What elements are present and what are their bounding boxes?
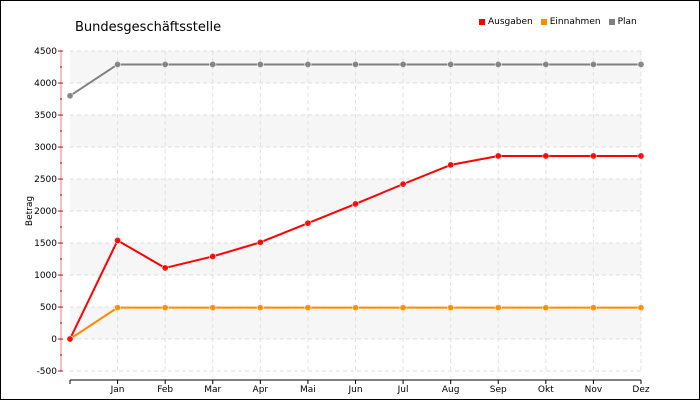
- chart-legend: Ausgaben Einnahmen Plan: [479, 17, 637, 27]
- data-point-ausgaben: [542, 152, 550, 160]
- y-tick-label: 0: [51, 335, 57, 345]
- legend-swatch-einnahmen: [540, 19, 547, 25]
- data-point-einnahmen: [304, 304, 312, 312]
- x-tick-label: Nov: [585, 385, 603, 395]
- x-tick-label: Okt: [538, 385, 554, 395]
- legend-item-ausgaben: Ausgaben: [479, 17, 533, 27]
- data-point-einnahmen: [494, 304, 502, 312]
- data-point-plan: [494, 60, 502, 68]
- data-point-einnahmen: [447, 304, 455, 312]
- x-tick-label: Mar: [204, 385, 221, 395]
- x-tick-label: Feb: [157, 385, 173, 395]
- y-tick-label: 4000: [34, 79, 57, 89]
- x-tick-label: Jun: [347, 385, 362, 395]
- data-point-ausgaben: [161, 264, 169, 272]
- data-point-einnahmen: [589, 304, 597, 312]
- data-point-plan: [542, 60, 550, 68]
- data-point-plan: [66, 92, 74, 100]
- data-point-plan: [209, 60, 217, 68]
- x-tick-label: Jan: [110, 385, 125, 395]
- x-tick-label: Mai: [300, 385, 316, 395]
- data-point-ausgaben: [209, 252, 217, 260]
- data-point-ausgaben: [304, 219, 312, 227]
- data-point-ausgaben: [494, 152, 502, 160]
- y-tick-label: 3000: [34, 143, 57, 153]
- data-point-einnahmen: [209, 304, 217, 312]
- x-tick-label: Jul: [397, 385, 409, 395]
- y-tick-label: 2000: [34, 207, 57, 217]
- x-tick-label: Sep: [490, 385, 507, 395]
- data-point-ausgaben: [447, 161, 455, 169]
- y-tick-label: 2500: [34, 175, 57, 185]
- data-point-einnahmen: [256, 304, 264, 312]
- y-tick-label: 4500: [34, 47, 57, 57]
- y-axis-label: Betrag: [25, 196, 35, 226]
- legend-label-einnahmen: Einnahmen: [549, 17, 601, 27]
- chart-title: Bundesgeschäftsstelle: [75, 20, 222, 35]
- y-tick-label: 1500: [34, 239, 57, 249]
- legend-label-ausgaben: Ausgaben: [488, 17, 533, 27]
- data-point-einnahmen: [399, 304, 407, 312]
- y-tick-label: 500: [40, 303, 57, 313]
- x-tick-label: Apr: [253, 385, 269, 395]
- data-point-einnahmen: [161, 304, 169, 312]
- data-point-ausgaben: [637, 152, 645, 160]
- data-point-einnahmen: [114, 304, 122, 312]
- x-tick-label: Dez: [632, 385, 649, 395]
- legend-item-einnahmen: Einnahmen: [540, 17, 601, 27]
- legend-item-plan: Plan: [608, 17, 637, 27]
- data-point-plan: [351, 60, 359, 68]
- data-point-einnahmen: [542, 304, 550, 312]
- data-point-ausgaben: [351, 200, 359, 208]
- data-point-ausgaben: [66, 335, 74, 343]
- data-point-plan: [256, 60, 264, 68]
- data-point-einnahmen: [637, 304, 645, 312]
- data-point-plan: [304, 60, 312, 68]
- data-point-plan: [114, 60, 122, 68]
- y-tick-label: 3500: [34, 111, 57, 121]
- data-point-plan: [637, 60, 645, 68]
- y-tick-label: 1000: [34, 271, 57, 281]
- x-tick-label: Aug: [442, 385, 460, 395]
- data-point-ausgaben: [589, 152, 597, 160]
- y-tick-label: -500: [37, 367, 58, 377]
- data-point-ausgaben: [256, 238, 264, 246]
- data-point-ausgaben: [114, 236, 122, 244]
- data-point-plan: [161, 60, 169, 68]
- legend-swatch-plan: [608, 19, 615, 25]
- data-point-einnahmen: [351, 304, 359, 312]
- legend-swatch-ausgaben: [479, 19, 485, 25]
- data-point-plan: [589, 60, 597, 68]
- data-point-plan: [447, 60, 455, 68]
- legend-label-plan: Plan: [617, 17, 637, 27]
- data-point-ausgaben: [399, 180, 407, 188]
- data-point-plan: [399, 60, 407, 68]
